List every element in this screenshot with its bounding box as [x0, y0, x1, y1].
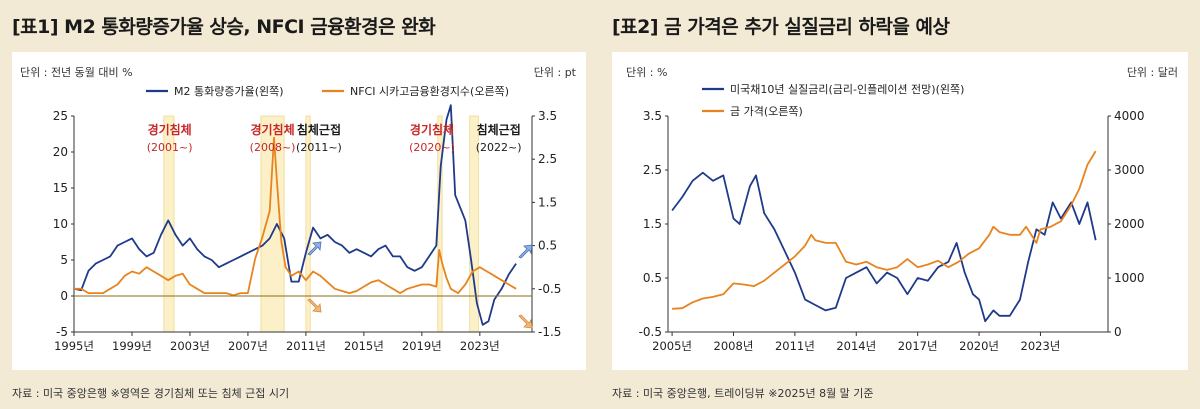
chart1-annotation-title: 경기침체 — [250, 122, 294, 137]
chart1-right-tick-label: -0.5 — [538, 282, 561, 296]
chart1-annotation-title: 침체근접 — [297, 122, 341, 137]
chart1-legend-label: NFCI 시카고금융환경지수(오른쪽) — [350, 85, 509, 98]
chart2-right-tick-label: 4000 — [1114, 109, 1145, 123]
chart2-right-tick-label: 0 — [1114, 325, 1122, 339]
chart2-left-tick-label: 3.5 — [643, 109, 662, 123]
chart1-down-arrow-icon — [518, 314, 533, 329]
chart2-x-tick-label: 2005년 — [652, 339, 692, 353]
chart2-title: [표2] 금 가격은 추가 실질금리 하락을 예상 — [612, 16, 950, 38]
chart1-source: 자료 : 미국 중앙은행 ※영역은 경기침체 또는 침체 근접 시기 — [12, 387, 290, 400]
chart2-x-tick-label: 2017년 — [898, 339, 938, 353]
chart1-up-arrow-icon — [518, 244, 533, 259]
chart1-x-tick-label: 1995년 — [54, 339, 94, 353]
chart1-x-tick-label: 2003년 — [170, 339, 210, 353]
chart1-left-tick-label: 15 — [53, 181, 68, 195]
chart2-legend-label: 미국채10년 실질금리(금리-인플레이션 전망)(왼쪽) — [730, 82, 964, 96]
chart1-up-arrow-icon — [307, 241, 322, 256]
chart1-right-tick-label: 3.5 — [538, 109, 557, 123]
chart1-annotation-sub: (2001~) — [147, 141, 193, 154]
chart2-x-tick-label: 2008년 — [714, 339, 754, 353]
chart2-left-tick-label: 1.5 — [643, 217, 662, 231]
chart1-left-tick-label: 0 — [60, 289, 68, 303]
chart2-x-tick-label: 2020년 — [959, 339, 999, 353]
chart1-down-arrow-icon — [307, 298, 322, 313]
chart1-right-tick-label: -1.5 — [538, 325, 561, 339]
chart2-left-unit: 단위 : % — [626, 66, 668, 79]
chart1-series-line — [73, 104, 517, 326]
chart2-svg: 3.5 2.5 1.5 0.5 -0.5 4000 3000 2000 1000 0 2005년 20… — [639, 82, 1145, 353]
chart1-annotation-title: 경기침체 — [148, 122, 192, 137]
chart1-x-tick-label: 2007년 — [228, 339, 268, 353]
chart1-title: [표1] M2 통화량증가율 상승, NFCI 금융환경은 완화 — [12, 16, 436, 38]
chart2-right-unit: 단위 : 달러 — [1126, 66, 1178, 79]
chart1-legend-label: M2 통화량증가율(왼쪽) — [174, 84, 284, 98]
chart2-left-tick-label: 2.5 — [643, 163, 662, 177]
chart1-x-tick-label: 1999년 — [112, 339, 152, 353]
chart1-x-tick-label: 2019년 — [402, 339, 442, 353]
chart1-x-tick-label: 2011년 — [286, 339, 326, 353]
chart1-annotation-sub: (2008~) — [250, 141, 296, 154]
chart1-x-tick-label: 2023년 — [460, 339, 500, 353]
chart1-annotation-sub: (2022~) — [476, 141, 522, 154]
chart2-series-line — [671, 171, 1097, 323]
chart2-x-tick-label: 2014년 — [836, 339, 876, 353]
chart2-legend-label: 금 가격(오른쪽) — [730, 105, 803, 118]
chart1-annotation-sub: (2011~) — [296, 141, 342, 154]
chart1-right-tick-label: 0.5 — [538, 239, 557, 253]
chart1-right-unit: 단위 : pt — [533, 66, 576, 79]
chart2-series-line — [672, 150, 1097, 310]
chart1-card: 단위 : 전년 동월 대비 % 단위 : pt 25 20 15 10 5 0 -5 3.5 2… — [12, 52, 586, 370]
chart1-annotation-title: 경기침체 — [410, 122, 454, 137]
chart2-x-tick-label: 2011년 — [775, 339, 815, 353]
chart2-left-tick-label: 0.5 — [643, 271, 662, 285]
chart2-right-tick-label: 2000 — [1114, 217, 1145, 231]
chart1-svg: 25 20 15 10 5 0 -5 3.5 2.5 1.5 0.5 -0.5 -1.5 1995년 199… — [53, 84, 562, 353]
chart1-left-tick-label: 20 — [53, 145, 68, 159]
chart1-left-tick-label: 5 — [60, 253, 68, 267]
chart2-source: 자료 : 미국 중앙은행, 트레이딩뷰 ※2025년 8월 말 기준 — [612, 387, 874, 400]
chart2-card: 단위 : % 단위 : 달러 3.5 2.5 1.5 0.5 -0.5 4000 3000 2… — [612, 52, 1188, 370]
chart1-left-unit: 단위 : 전년 동월 대비 % — [20, 66, 133, 79]
chart1-right-tick-label: 1.5 — [538, 195, 557, 209]
chart2-right-tick-label: 1000 — [1114, 271, 1145, 285]
chart1-annotation-title: 침체근접 — [477, 122, 521, 137]
chart2-left-tick-label: -0.5 — [639, 325, 662, 339]
chart1-left-tick-label: 25 — [53, 109, 68, 123]
chart1-series-line — [74, 136, 517, 297]
chart2-right-tick-label: 3000 — [1114, 163, 1145, 177]
chart2-x-tick-label: 2023년 — [1021, 339, 1061, 353]
chart1-annotation-sub: (2020~) — [409, 141, 455, 154]
chart1-left-tick-label: 10 — [53, 217, 68, 231]
chart1-x-tick-label: 2015년 — [344, 339, 384, 353]
chart1-left-tick-label: -5 — [56, 325, 68, 339]
chart1-right-tick-label: 2.5 — [538, 152, 557, 166]
